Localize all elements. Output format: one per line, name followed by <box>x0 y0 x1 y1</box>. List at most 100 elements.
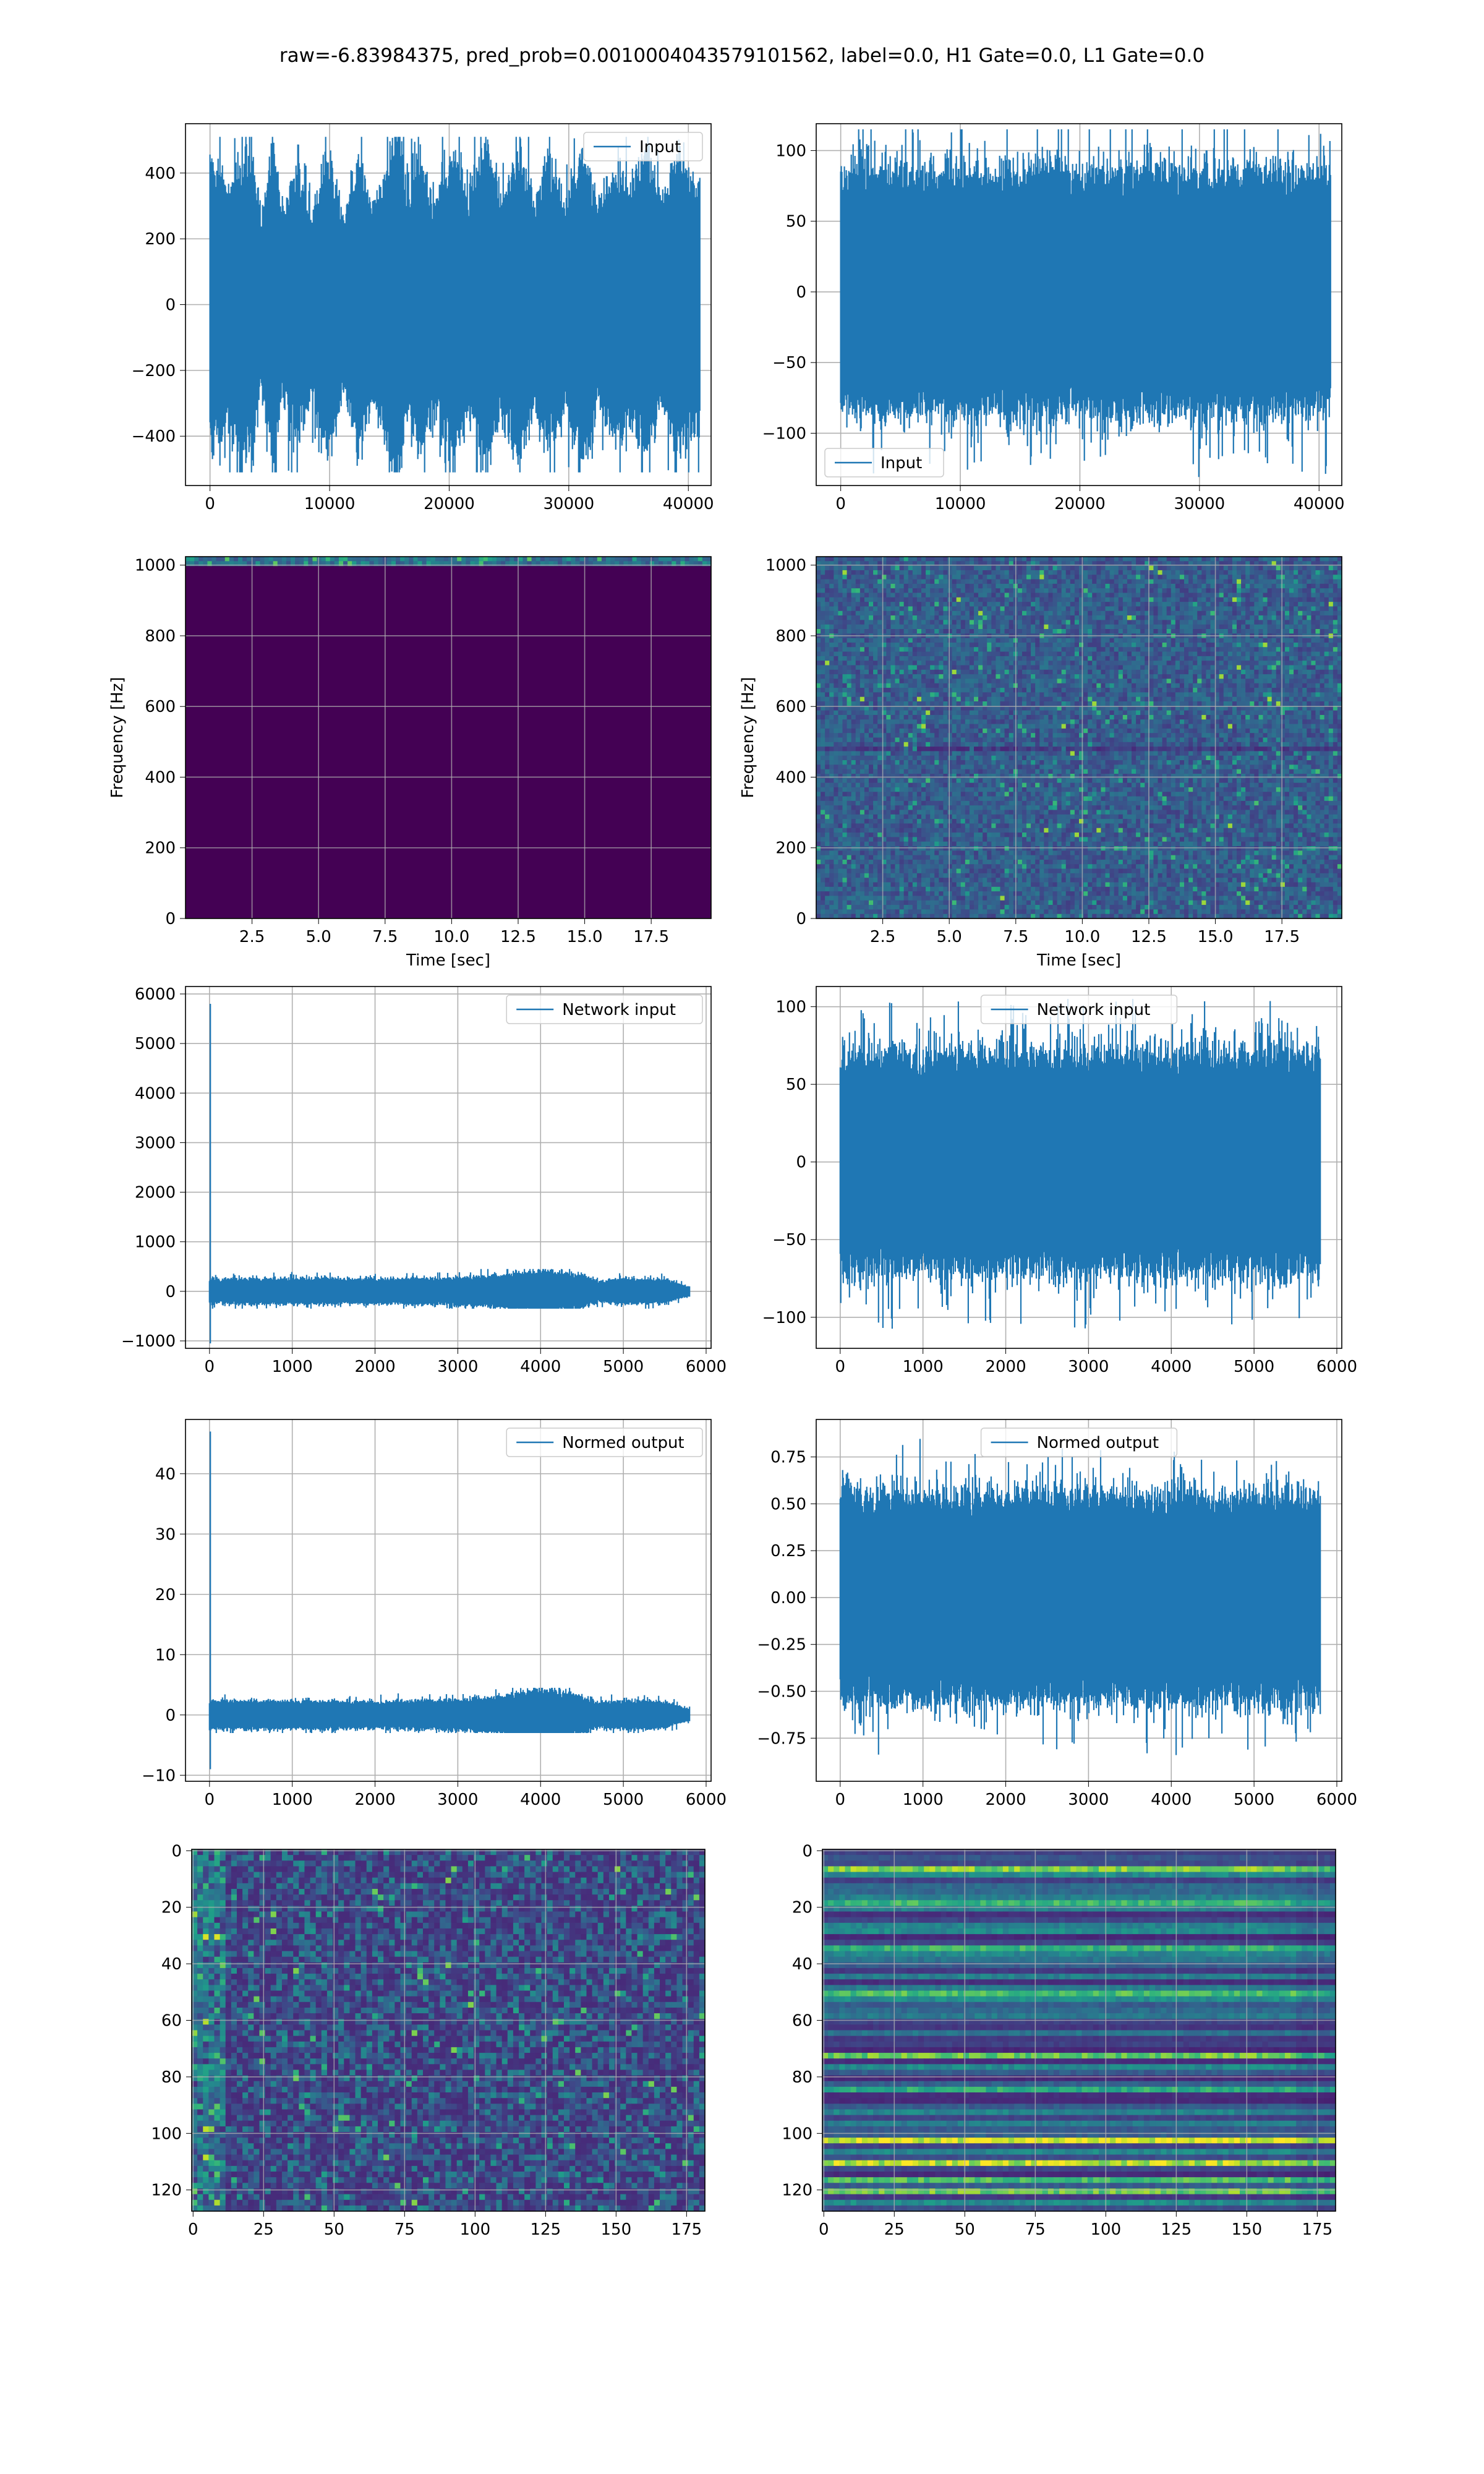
spectrogram-h1-cell <box>457 557 462 562</box>
spectrogram-l1-cell <box>1140 570 1145 575</box>
spectrogram-l1-cell <box>939 710 944 716</box>
spectrogram-l1-cell <box>1136 674 1141 680</box>
spectrogram-l1-cell <box>1289 665 1294 670</box>
spectrogram-l1-cell <box>1105 565 1111 571</box>
spectrogram-l1-cell <box>1079 575 1084 580</box>
spectrogram-l1-cell <box>1035 688 1040 693</box>
spectrogram-l1-cell <box>974 583 979 589</box>
spectrogram-l1-cell <box>1171 620 1176 625</box>
spectrogram-l1-cell <box>842 674 848 680</box>
spectrogram-l1-cell <box>877 565 882 571</box>
spectrogram-l1-cell <box>939 606 944 612</box>
spectrogram-l1-cell <box>1070 710 1075 716</box>
spectrogram-l1-cell <box>930 565 935 571</box>
spectrogram-l1-cell <box>930 651 935 657</box>
spectrogram-l1-cell <box>943 724 949 729</box>
spectrogram-l1-cell <box>1092 674 1097 680</box>
spectrogram-l1-cell <box>825 692 830 698</box>
spectrogram-l1-cell <box>960 638 966 643</box>
spectrogram-l1-cell <box>1206 669 1211 675</box>
spectrogram-l1-cell <box>1044 629 1049 634</box>
spectrogram-l1-cell <box>1311 606 1316 612</box>
spectrogram-l1-cell <box>877 588 882 594</box>
spectrogram-l1-cell <box>1280 624 1286 630</box>
spectrogram-l1-cell <box>983 588 987 594</box>
spectrogram-l1-cell <box>838 665 843 670</box>
spectrogram-l1-cell <box>956 647 962 653</box>
spectrogram-l1-cell <box>1258 597 1264 602</box>
spectrogram-h1-cell <box>518 557 524 562</box>
spectrogram-l1-cell <box>1298 629 1303 634</box>
spectrogram-l1-cell <box>991 583 997 589</box>
spectrogram-l1-cell <box>1079 620 1084 625</box>
spectrogram-l1-cell <box>1105 642 1111 648</box>
spectrogram-l1-cell <box>934 669 939 675</box>
spectrogram-l1-cell <box>939 642 944 648</box>
spectrogram-l1-cell <box>1197 669 1202 675</box>
spectrogram-l1-cell <box>916 669 922 675</box>
spectrogram-l1-cell <box>1074 665 1080 670</box>
spectrogram-l1-cell <box>1052 651 1058 657</box>
spectrogram-l1-cell <box>1184 656 1189 661</box>
spectrogram-l1-cell <box>886 656 892 661</box>
spectrogram-l1-cell <box>1227 593 1233 598</box>
spectrogram-l1-cell <box>1118 724 1124 729</box>
spectrogram-l1-cell <box>1241 665 1246 670</box>
spectrogram-h1-cell <box>684 557 690 562</box>
input-l1-xtick-label: 40000 <box>1294 495 1345 513</box>
spectrogram-l1-cell <box>1320 669 1325 675</box>
spectrogram-l1-cell <box>1096 688 1102 693</box>
spectrogram-l1-cell <box>1245 620 1250 625</box>
spectrogram-l1-cell <box>1070 565 1075 571</box>
spectrogram-l1-cell <box>978 575 983 580</box>
spectrogram-l1-cell <box>1227 665 1233 670</box>
spectrogram-l1-cell <box>1311 688 1316 693</box>
spectrogram-l1-cell <box>829 570 834 575</box>
spectrogram-l1-cell <box>1101 579 1106 584</box>
spectrogram-l1-cell <box>1092 714 1097 720</box>
spectrogram-l1-cell <box>1096 669 1102 675</box>
spectrogram-l1-cell <box>1074 678 1080 684</box>
spectrogram-l1-cell <box>934 692 939 698</box>
spectrogram-l1-cell <box>912 665 918 670</box>
spectrogram-l1-cell <box>821 665 825 670</box>
spectrogram-l1-cell <box>1158 620 1163 625</box>
spectrogram-l1-cell <box>1179 597 1185 602</box>
spectrogram-l1-cell <box>1245 674 1250 680</box>
spectrogram-l1-cell <box>1294 669 1298 675</box>
spectrogram-l1-cell <box>1114 642 1119 648</box>
spectrogram-l1-cell <box>838 696 843 702</box>
spectrogram-l1-cell <box>991 565 997 571</box>
spectrogram-l1-cell <box>1302 647 1307 653</box>
spectrogram-l1-cell <box>1158 602 1163 607</box>
spectrogram-l1-cell <box>1127 651 1132 657</box>
spectrogram-l1-cell <box>908 620 913 625</box>
spectrogram-l1-cell <box>1254 678 1260 684</box>
spectrogram-l1-cell <box>903 678 909 684</box>
spectrogram-l1-cell <box>899 624 905 630</box>
spectrogram-l1-cell <box>1324 615 1329 620</box>
spectrogram-l1-cell <box>1197 642 1202 648</box>
spectrogram-l1-cell <box>1114 583 1119 589</box>
spectrogram-l1-cell <box>1162 575 1167 580</box>
spectrogram-l1-cell <box>1324 651 1329 657</box>
spectrogram-l1-cell <box>996 588 1001 594</box>
spectrogram-l1-cell <box>1333 674 1338 680</box>
spectrogram-h1-cell <box>317 557 322 562</box>
spectrogram-l1-cell <box>1294 575 1298 580</box>
spectrogram-l1-cell <box>1184 678 1189 684</box>
spectrogram-l1-cell <box>956 579 962 584</box>
spectrogram-l1-cell <box>1175 651 1180 657</box>
spectrogram-l1-cell <box>1328 583 1334 589</box>
spectrogram-l1-cell <box>1096 629 1102 634</box>
spectrogram-l1-cell <box>1206 620 1211 625</box>
spectrogram-l1-cell <box>851 624 856 630</box>
spectrogram-l1-cell <box>1162 678 1167 684</box>
spectrogram-l1-cell <box>838 557 843 562</box>
spectrogram-l1-cell <box>834 710 839 716</box>
spectrogram-l1-cell <box>825 588 830 594</box>
spectrogram-l1-cell <box>816 638 821 643</box>
spectrogram-l1-cell <box>877 570 882 575</box>
spectrogram-l1-cell <box>1074 669 1080 675</box>
spectrogram-l1-cell <box>1149 674 1154 680</box>
